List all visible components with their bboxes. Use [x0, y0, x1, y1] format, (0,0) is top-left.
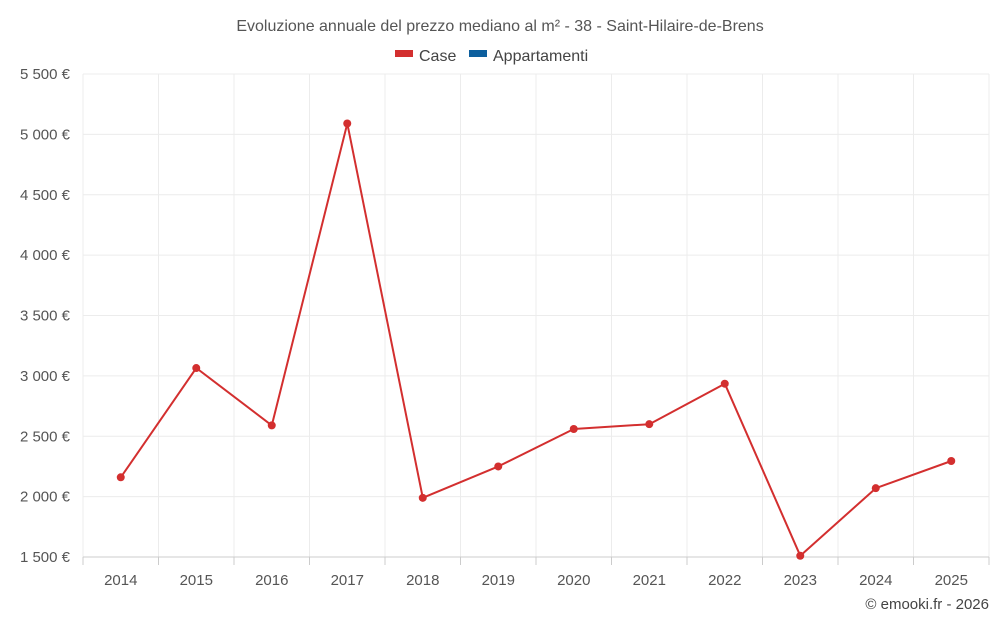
- series-case: [116, 119, 956, 560]
- legend-label-case: Case: [419, 48, 456, 65]
- data-point-case-2020[interactable]: [569, 425, 578, 434]
- x-tick-label: 2017: [331, 572, 364, 589]
- series-line-case: [119, 122, 952, 557]
- x-tick-label: 2014: [104, 572, 137, 589]
- data-point-case-2024[interactable]: [871, 484, 880, 493]
- x-tick-label: 2021: [633, 572, 666, 589]
- grid: [82, 73, 990, 558]
- chart-title: Evoluzione annuale del prezzo mediano al…: [236, 18, 763, 35]
- legend-item-appartamenti[interactable]: Appartamenti: [469, 48, 588, 65]
- legend-item-case[interactable]: Case: [395, 48, 456, 65]
- x-tick-label: 2022: [708, 572, 741, 589]
- x-tick-label: 2015: [180, 572, 213, 589]
- data-point-case-2018[interactable]: [418, 493, 427, 502]
- data-point-case-2016[interactable]: [267, 421, 276, 430]
- data-point-case-2021[interactable]: [645, 420, 654, 429]
- legend: Case Appartamenti: [395, 48, 588, 65]
- legend-swatch-case: [395, 50, 413, 57]
- y-tick-label: 5 500 €: [20, 66, 71, 83]
- x-tick-label: 2020: [557, 572, 590, 589]
- y-tick-label: 2 000 €: [20, 489, 71, 506]
- x-tick-label: 2023: [784, 572, 817, 589]
- legend-label-appartamenti: Appartamenti: [493, 48, 588, 65]
- x-tick-label: 2024: [859, 572, 892, 589]
- y-tick-label: 2 500 €: [20, 428, 71, 445]
- data-point-case-2015[interactable]: [192, 364, 201, 373]
- data-point-case-2025[interactable]: [947, 457, 956, 466]
- legend-swatch-appartamenti: [469, 50, 487, 57]
- y-axis: 1 500 € 2 000 € 2 500 € 3 000 € 3 500 € 4 000…: [20, 66, 71, 566]
- x-tick-label: 2019: [482, 572, 515, 589]
- credit-text: © emooki.fr - 2026: [865, 596, 989, 613]
- data-point-case-2017[interactable]: [343, 119, 352, 128]
- y-tick-label: 1 500 €: [20, 549, 71, 566]
- data-point-case-2023[interactable]: [796, 551, 805, 560]
- x-tick-label: 2025: [935, 572, 968, 589]
- data-point-case-2014[interactable]: [116, 473, 125, 482]
- y-tick-label: 4 500 €: [20, 187, 71, 204]
- y-tick-label: 3 000 €: [20, 368, 71, 385]
- y-tick-label: 5 000 €: [20, 126, 71, 143]
- y-tick-label: 4 000 €: [20, 247, 71, 264]
- data-point-case-2019[interactable]: [494, 462, 503, 471]
- x-tick-label: 2016: [255, 572, 288, 589]
- data-point-case-2022[interactable]: [720, 379, 729, 388]
- x-tick-label: 2018: [406, 572, 439, 589]
- y-tick-label: 3 500 €: [20, 308, 71, 325]
- x-axis: 2014 2015 2016 2017 2018 2019 2020 2021 2022 2023…: [82, 556, 990, 589]
